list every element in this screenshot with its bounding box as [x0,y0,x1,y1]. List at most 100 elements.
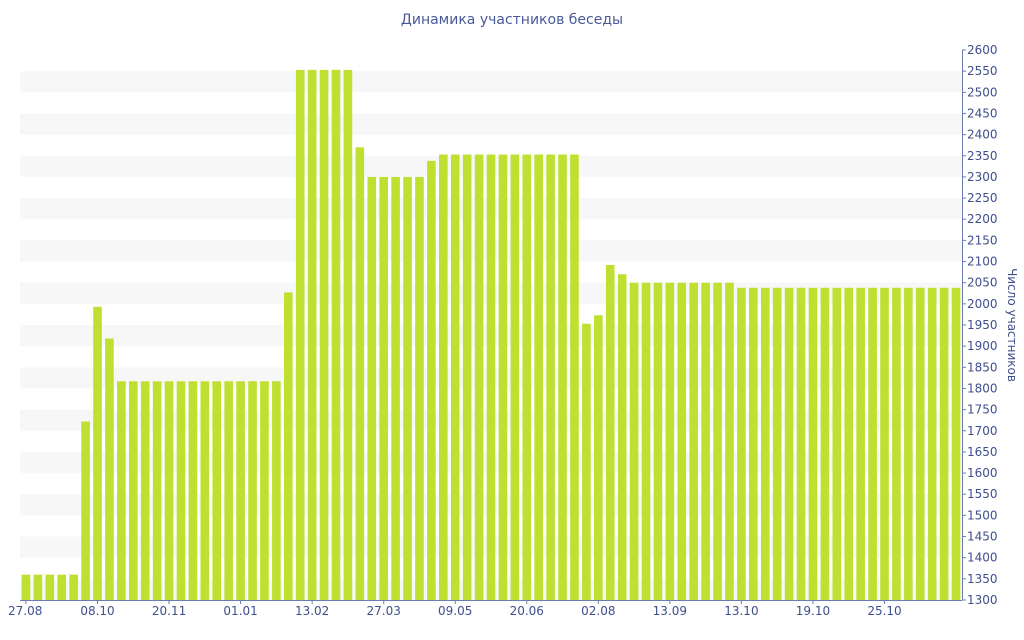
bar [522,154,532,600]
bar [33,574,43,600]
y-tick-label: 2550 [967,64,998,78]
bar [653,282,663,600]
bar [820,287,830,600]
y-tick-label: 1950 [967,318,998,332]
x-tick-label: 13.02 [295,604,329,618]
bar [713,282,722,600]
x-tick-label: 13.09 [653,604,687,618]
y-tick-label: 2500 [967,85,998,99]
bar [784,287,794,600]
bar [546,154,555,600]
bar [570,154,579,600]
bar [582,323,591,600]
y-tick-label: 1600 [967,466,998,480]
bar [439,154,448,600]
grid-band [20,71,962,93]
bar [629,282,639,600]
y-tick-label: 2050 [967,276,998,290]
bar [427,160,436,600]
bar [93,306,102,600]
bar [403,176,412,600]
x-tick-label: 20.11 [152,604,186,618]
bar [617,274,627,600]
bar [152,381,162,600]
bar [462,154,472,600]
x-axis-ticks: 27.08 08.10 20.11 01.01 13.02 27.03 09.05 20.06… [8,600,902,618]
x-tick-label: 01.01 [223,604,257,618]
bar [725,282,734,600]
y-tick-label: 2450 [967,106,998,120]
bar [534,154,543,600]
y-axis-ticks: 1300 1350 1400 1450 1500 1550 1600 1650 1700 1750… [962,43,998,607]
bar [283,292,293,600]
bar [749,287,758,600]
chart-title: Динамика участников беседы [400,12,624,28]
y-tick-label: 1400 [967,551,998,565]
x-tick-label: 25.10 [867,604,901,618]
bar [689,282,699,600]
x-tick-label: 09.05 [438,604,472,618]
x-tick-label: 27.03 [367,604,401,618]
bar [343,69,353,600]
bar [272,381,281,600]
bar [164,381,174,600]
y-tick-label: 2600 [967,43,998,57]
bar [319,69,329,600]
bar [355,147,365,601]
bar [737,287,746,600]
bar [641,282,651,600]
y-tick-label: 1500 [967,508,998,522]
y-tick-label: 2000 [967,297,998,311]
y-tick-label: 2250 [967,191,998,205]
bar [176,381,186,600]
y-tick-label: 1550 [967,487,998,501]
grid-band [20,113,962,135]
bar [450,154,460,600]
y-tick-label: 1300 [967,593,998,607]
y-tick-label: 1650 [967,445,998,459]
bar [486,154,496,600]
y-tick-label: 1700 [967,424,998,438]
bar [558,154,567,600]
y-tick-label: 2350 [967,149,998,163]
bar [808,287,818,600]
bar [415,176,424,600]
bar [260,381,269,600]
bar [939,287,949,600]
bar [81,421,90,600]
bar [236,381,245,600]
bar [856,287,865,600]
bar [760,287,770,600]
bar [510,154,520,600]
bar [200,381,210,600]
y-tick-label: 2200 [967,212,998,226]
bar [951,287,961,600]
x-tick-label: 19.10 [796,604,830,618]
bar [224,381,233,600]
bar [474,154,484,600]
y-tick-label: 2300 [967,170,998,184]
y-tick-label: 1800 [967,381,998,395]
bar [57,574,67,600]
bar [594,315,603,600]
bar [498,154,508,600]
y-axis-label: Число участников [1005,268,1019,382]
x-tick-label: 20.06 [510,604,544,618]
x-tick-label: 13.10 [724,604,758,618]
bar [796,287,806,600]
bar [295,69,305,600]
bar [379,176,388,600]
bar [105,338,114,600]
bar [904,287,913,600]
bar [117,381,126,600]
y-tick-label: 2150 [967,233,998,247]
bar [212,381,222,600]
bar [140,381,150,600]
bar [832,287,842,600]
bar [868,287,877,600]
y-tick-label: 2100 [967,255,998,269]
bar [248,381,257,600]
bar [880,287,889,600]
